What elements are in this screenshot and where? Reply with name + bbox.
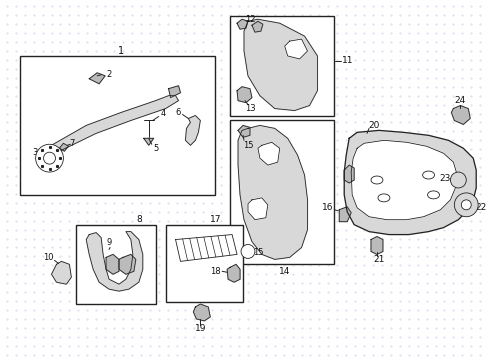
Bar [76, 225, 156, 304]
Text: 14: 14 [279, 267, 291, 276]
Polygon shape [371, 237, 383, 255]
Polygon shape [185, 116, 200, 145]
Text: 7: 7 [70, 139, 75, 148]
Polygon shape [144, 138, 154, 145]
Polygon shape [89, 73, 105, 84]
Polygon shape [238, 125, 308, 260]
Polygon shape [258, 142, 280, 165]
Text: 15: 15 [243, 141, 253, 150]
Ellipse shape [371, 176, 383, 184]
Text: 13: 13 [245, 104, 255, 113]
Text: 1: 1 [118, 46, 124, 56]
Polygon shape [237, 87, 252, 103]
Text: 3: 3 [32, 148, 37, 157]
Text: 10: 10 [43, 253, 54, 262]
Polygon shape [194, 304, 210, 321]
Text: 11: 11 [342, 57, 353, 66]
Polygon shape [339, 207, 351, 222]
Polygon shape [451, 105, 470, 125]
Polygon shape [59, 143, 69, 151]
Polygon shape [244, 19, 318, 111]
Text: 5: 5 [153, 144, 158, 153]
Bar [230, 121, 334, 264]
Text: 22: 22 [475, 203, 487, 212]
Polygon shape [51, 261, 72, 284]
Text: 6: 6 [176, 108, 181, 117]
Polygon shape [175, 235, 237, 261]
Text: 16: 16 [321, 203, 333, 212]
Polygon shape [285, 39, 308, 59]
Text: 19: 19 [195, 324, 206, 333]
Text: 23: 23 [440, 174, 451, 183]
Polygon shape [169, 86, 180, 98]
Polygon shape [119, 255, 136, 274]
Circle shape [461, 200, 471, 210]
Ellipse shape [378, 194, 390, 202]
Circle shape [44, 152, 55, 164]
Text: 9: 9 [106, 238, 112, 247]
Circle shape [36, 144, 63, 172]
Polygon shape [86, 231, 143, 291]
Circle shape [241, 244, 255, 258]
Polygon shape [106, 255, 119, 274]
Text: 17: 17 [210, 215, 221, 224]
Text: 12: 12 [245, 15, 255, 24]
Polygon shape [238, 125, 250, 137]
Text: 15: 15 [253, 248, 263, 257]
Polygon shape [344, 130, 476, 235]
Bar [166, 225, 243, 302]
Polygon shape [252, 21, 263, 32]
Text: 2: 2 [106, 70, 112, 79]
Bar [20, 56, 215, 195]
Text: 20: 20 [368, 121, 380, 130]
Ellipse shape [428, 191, 440, 199]
Circle shape [454, 193, 478, 217]
Ellipse shape [422, 171, 435, 179]
Polygon shape [344, 165, 354, 183]
Text: 24: 24 [455, 96, 466, 105]
Polygon shape [227, 264, 240, 282]
Circle shape [450, 172, 466, 188]
Text: 8: 8 [136, 215, 142, 224]
Text: 4: 4 [161, 109, 166, 118]
Polygon shape [351, 140, 456, 220]
Polygon shape [44, 96, 178, 162]
Text: 18: 18 [210, 267, 220, 276]
Polygon shape [248, 198, 268, 220]
Polygon shape [237, 19, 248, 29]
Bar [230, 16, 334, 116]
Text: 21: 21 [373, 255, 385, 264]
